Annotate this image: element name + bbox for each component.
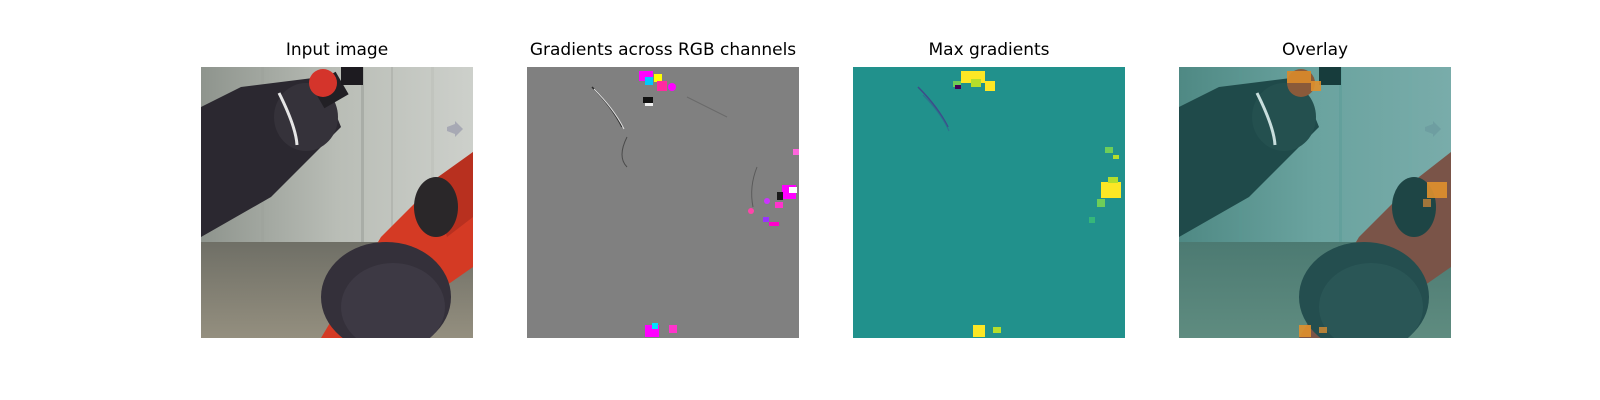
panel-overlay: Overlay xyxy=(1179,0,1451,400)
input-image xyxy=(201,67,473,338)
panel-title: Max gradients xyxy=(928,40,1050,60)
max-gradient-graphic xyxy=(853,67,1125,338)
panel-max-gradients: Max gradients xyxy=(853,0,1125,400)
panel-title: Gradients across RGB channels xyxy=(529,40,797,60)
panel-title: Input image xyxy=(285,40,389,60)
rgb-gradient-map xyxy=(527,67,799,338)
panel-input-image: Input image xyxy=(201,0,473,400)
input-image-graphic xyxy=(201,67,473,338)
rgb-gradient-graphic xyxy=(527,67,799,338)
overlay-graphic xyxy=(1179,67,1451,338)
panel-rgb-gradients: Gradients across RGB channels xyxy=(527,0,799,400)
max-gradient-map xyxy=(853,67,1125,338)
panel-title: Overlay xyxy=(1281,40,1349,60)
overlay-image xyxy=(1179,67,1451,338)
